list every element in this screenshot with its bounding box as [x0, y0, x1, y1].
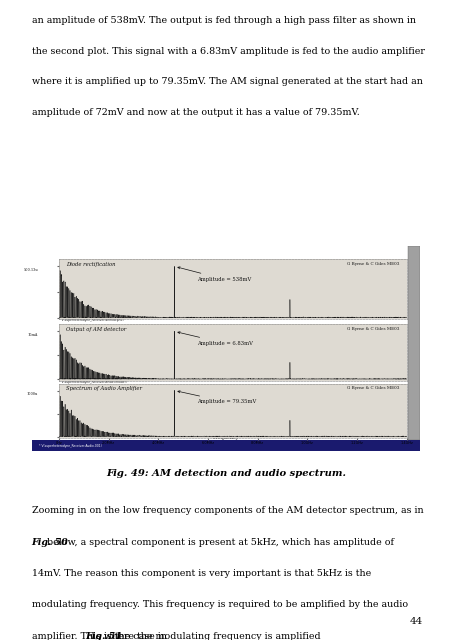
Text: Amplitude = 79.35mV: Amplitude = 79.35mV [178, 390, 255, 404]
Text: the second plot. This signal with a 6.83mV amplitude is fed to the audio amplifi: the second plot. This signal with a 6.83… [32, 47, 423, 56]
Text: , where the modulating frequency is amplified: , where the modulating frequency is ampl… [97, 632, 320, 640]
Text: 1000u: 1000u [27, 392, 38, 396]
Text: modulating frequency. This frequency is required to be amplified by the audio: modulating frequency. This frequency is … [32, 600, 407, 609]
Text: 10mA: 10mA [28, 333, 38, 337]
Text: below, a spectral component is present at 5kHz, which has amplitude of: below, a spectral component is present a… [44, 538, 393, 547]
Text: Amplitude = 538mV: Amplitude = 538mV [177, 267, 250, 282]
Text: Output of AM detector: Output of AM detector [66, 327, 126, 332]
Text: Fig. 49: AM detection and audio spectrum.: Fig. 49: AM detection and audio spectrum… [106, 469, 345, 478]
Bar [407, 246, 419, 440]
Text: G Byrne & C Giles ME03: G Byrne & C Giles ME03 [347, 387, 399, 390]
Text: 500.13u: 500.13u [23, 268, 38, 272]
Text: where it is amplified up to 79.35mV. The AM signal generated at the start had an: where it is amplified up to 79.35mV. The… [32, 77, 422, 86]
Text: 44: 44 [408, 617, 422, 626]
Text: an amplitude of 538mV. The output is fed through a high pass filter as shown in: an amplitude of 538mV. The output is fed… [32, 16, 415, 25]
Text: amplitude of 72mV and now at the output it has a value of 79.35mV.: amplitude of 72mV and now at the output … [32, 108, 359, 117]
Text: G Byrne & C Giles ME03: G Byrne & C Giles ME03 [347, 327, 399, 331]
Text: * V(superheterodyne_Receiver.AMdet(rnode)): * V(superheterodyne_Receiver.AMdet(rnode… [59, 380, 126, 384]
Text: * V(superheterodyne_Receiver.demod.pri1): * V(superheterodyne_Receiver.demod.pri1) [59, 318, 123, 322]
Bar [32, 440, 419, 451]
Text: Amplitude = 6.83mV: Amplitude = 6.83mV [178, 332, 252, 346]
Text: Spectrum of Audio Amplifier: Spectrum of Audio Amplifier [66, 387, 142, 391]
Text: Zooming in on the low frequency components of the AM detector spectrum, as in: Zooming in on the low frequency componen… [32, 506, 422, 515]
Text: Fig. 51: Fig. 51 [85, 632, 122, 640]
Text: * V(superheterodyne_Receiver.Audio.001): * V(superheterodyne_Receiver.Audio.001) [39, 444, 102, 448]
Text: Fig. 50: Fig. 50 [32, 538, 68, 547]
Text: Frequency: Frequency [212, 435, 239, 440]
Text: amplifier. This is the case in: amplifier. This is the case in [32, 632, 169, 640]
Text: 14mV. The reason this component is very important is that 5kHz is the: 14mV. The reason this component is very … [32, 569, 370, 578]
Text: G Byrne & C Giles ME03: G Byrne & C Giles ME03 [347, 262, 399, 266]
Text: Diode rectification: Diode rectification [66, 262, 115, 267]
